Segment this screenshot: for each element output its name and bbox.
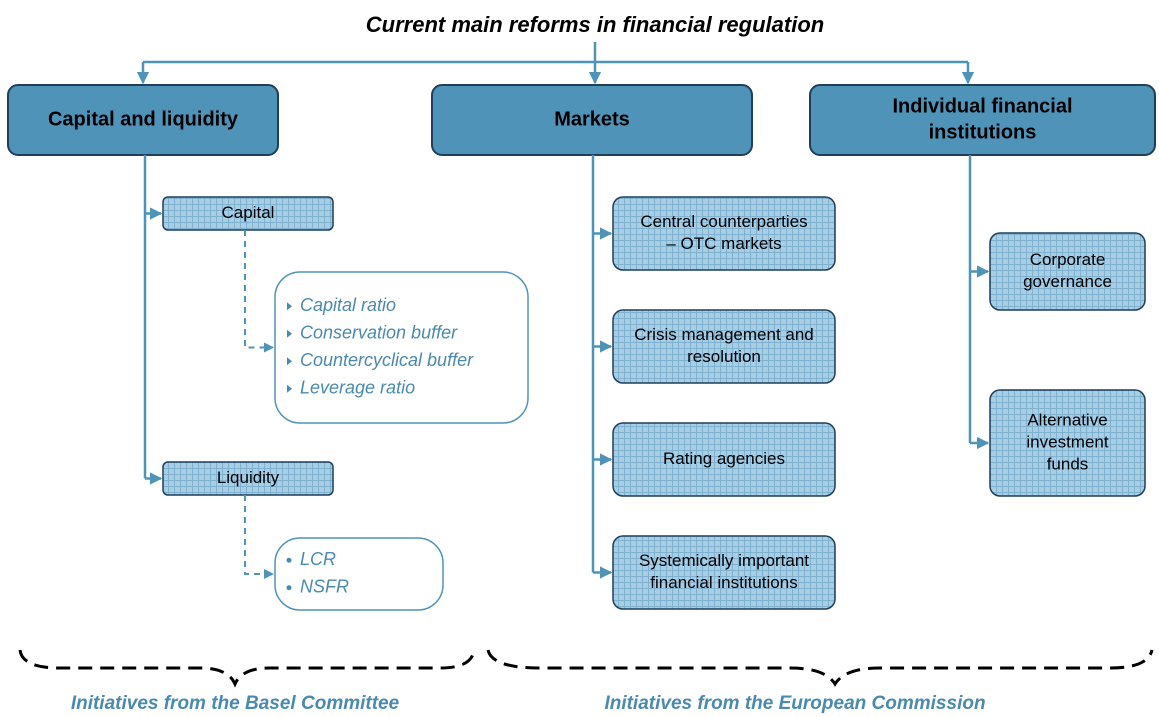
detail-text: Countercyclical buffer xyxy=(300,350,474,370)
heading-text: Markets xyxy=(554,108,630,130)
dashed-connector xyxy=(244,495,274,579)
detail-box xyxy=(274,537,444,611)
braces xyxy=(18,649,1154,688)
content: Capital and liquidity Markets Individual f… xyxy=(7,84,1156,714)
item-text: Corporate xyxy=(1030,250,1106,269)
item-text: Capital xyxy=(222,203,275,222)
item-text: Central counterparties xyxy=(640,212,807,231)
item-text: resolution xyxy=(687,347,761,366)
detail-text: NSFR xyxy=(300,577,349,597)
bullet xyxy=(287,384,292,393)
heading-text: Individual financial xyxy=(892,95,1072,117)
item-text: Liquidity xyxy=(217,468,280,487)
item-text: Systemically important xyxy=(639,551,809,570)
bullet xyxy=(286,585,292,591)
item-text: Rating agencies xyxy=(663,449,785,468)
item-text: Alternative xyxy=(1027,410,1107,429)
item-text: investment xyxy=(1026,432,1108,451)
item-box xyxy=(612,309,836,384)
title: Current main reforms in financial regula… xyxy=(366,12,824,37)
item-box xyxy=(162,196,334,231)
top-connectors xyxy=(136,42,975,85)
footer-text: Initiatives from the European Commission xyxy=(604,693,985,714)
bullet xyxy=(287,329,292,338)
item-text: governance xyxy=(1023,272,1112,291)
detail-text: Conservation buffer xyxy=(300,323,458,343)
heading-box xyxy=(809,84,1156,156)
heading-text: Capital and liquidity xyxy=(48,108,239,130)
item-box xyxy=(612,535,836,610)
detail-text: LCR xyxy=(300,549,336,569)
detail-box xyxy=(274,271,529,424)
item-text: – OTC markets xyxy=(666,234,781,253)
dashed-connector xyxy=(244,230,274,353)
item-box xyxy=(989,232,1146,311)
item-box xyxy=(162,461,334,496)
bullet xyxy=(287,357,292,366)
item-box xyxy=(612,196,836,271)
item-text: financial institutions xyxy=(650,573,797,592)
item-box xyxy=(989,389,1146,497)
item-text: funds xyxy=(1047,455,1089,474)
detail-text: Capital ratio xyxy=(300,295,396,315)
item-box xyxy=(612,422,836,497)
heading-text: institutions xyxy=(929,121,1037,143)
bullet xyxy=(286,557,292,563)
detail-text: Leverage ratio xyxy=(300,378,415,398)
item-text: Crisis management and xyxy=(634,325,814,344)
bullet xyxy=(287,302,292,311)
heading-box xyxy=(7,84,279,156)
footer-text: Initiatives from the Basel Committee xyxy=(71,693,400,714)
